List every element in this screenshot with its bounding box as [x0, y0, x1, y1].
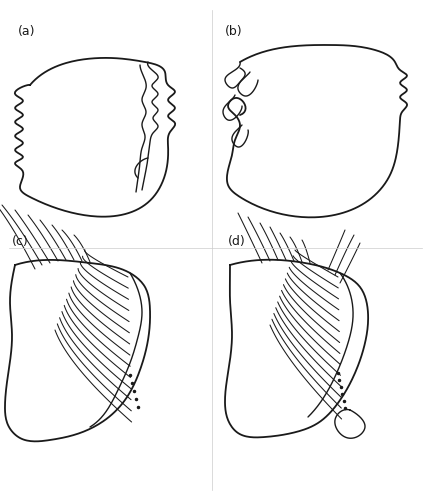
Text: (d): (d) — [227, 235, 245, 248]
Text: (a): (a) — [18, 25, 35, 38]
Text: (b): (b) — [224, 25, 242, 38]
Text: (c): (c) — [12, 235, 29, 248]
